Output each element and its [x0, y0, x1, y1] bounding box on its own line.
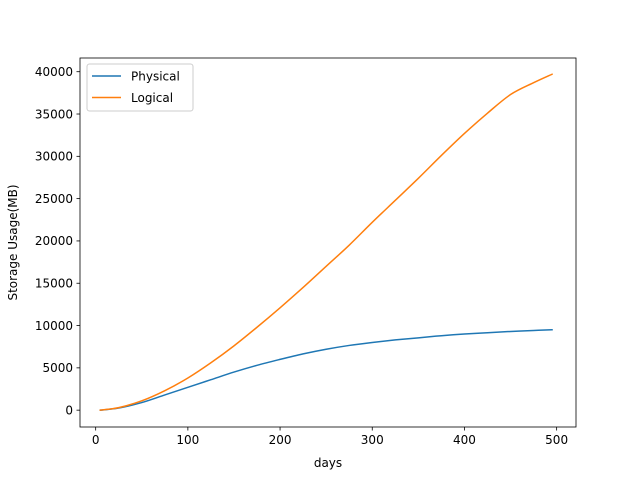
y-tick-label: 5000 — [42, 361, 73, 375]
plot-area-background — [80, 58, 576, 427]
y-tick-label: 35000 — [35, 107, 73, 121]
plot-frame — [79, 57, 577, 428]
series-line-logical — [99, 73, 554, 412]
y-tick-label: 15000 — [35, 277, 73, 291]
legend-label-logical: Logical — [131, 91, 173, 105]
y-tick-label: 40000 — [35, 65, 73, 79]
x-tick-label: 500 — [545, 433, 568, 447]
y-tick-label: 10000 — [35, 319, 73, 333]
x-tick-label: 0 — [92, 433, 100, 447]
series-line-physical — [99, 329, 553, 411]
y-axis-label: Storage Usage(MB) — [6, 184, 20, 300]
y-tick-label: 20000 — [35, 234, 73, 248]
y-tick-label: 0 — [65, 403, 73, 417]
x-tick-label: 400 — [453, 433, 476, 447]
x-axis: 0 100 200 300 400 500 — [92, 427, 568, 447]
legend-label-physical: Physical — [131, 69, 180, 83]
series-layer — [99, 73, 554, 412]
y-tick-label: 30000 — [35, 150, 73, 164]
y-axis: 0 5000 10000 15000 20000 25000 30000 35000 40000 — [35, 65, 80, 417]
y-tick-label: 25000 — [35, 192, 73, 206]
x-tick-label: 300 — [361, 433, 384, 447]
x-tick-label: 100 — [176, 433, 199, 447]
x-axis-label: days — [314, 456, 342, 470]
x-tick-label: 200 — [269, 433, 292, 447]
legend: Physical Logical — [86, 63, 194, 112]
